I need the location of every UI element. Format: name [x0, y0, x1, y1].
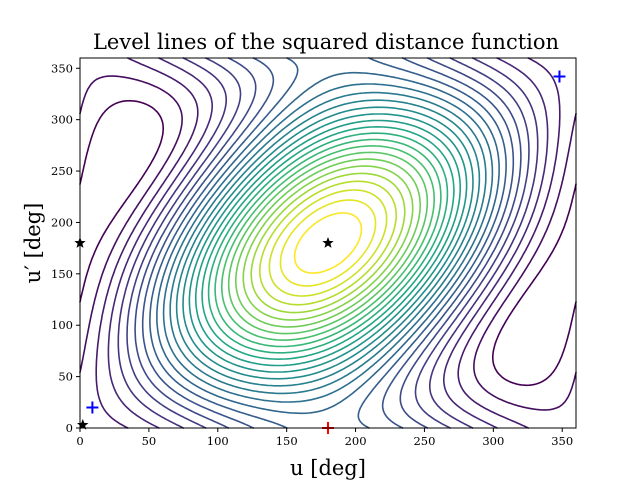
contour-level — [169, 91, 487, 395]
contour-level — [195, 119, 461, 367]
contour-level — [149, 57, 507, 429]
y-tick-label: 250 — [51, 164, 73, 178]
x-tick-label: 300 — [482, 434, 504, 448]
contour-level — [141, 57, 515, 429]
x-tick-label: 250 — [413, 434, 435, 448]
contour-level — [235, 158, 421, 328]
chart-title: Level lines of the squared distance func… — [93, 30, 559, 54]
x-tick-label: 100 — [207, 434, 229, 448]
y-tick-label: 300 — [51, 113, 73, 127]
contour-level — [95, 57, 561, 429]
x-axis-label: u [deg] — [290, 456, 366, 480]
y-tick-label: 350 — [51, 61, 73, 75]
x-tick-label: 350 — [551, 434, 573, 448]
x-tick-label: 0 — [76, 434, 83, 448]
x-tick-label: 50 — [142, 434, 157, 448]
contour-level — [107, 57, 549, 429]
plot-frame — [79, 57, 577, 429]
star-marker — [322, 237, 334, 248]
y-axis-label: u′ [deg] — [21, 203, 45, 284]
contour-level — [207, 132, 449, 354]
contour-level — [221, 145, 435, 341]
contour-level — [79, 99, 577, 387]
star-marker — [77, 418, 89, 430]
x-tick-label: 150 — [276, 434, 298, 448]
contour-level — [162, 83, 494, 403]
contour-level — [117, 57, 539, 429]
contour-level — [250, 172, 406, 314]
y-tick-label: 0 — [66, 421, 73, 435]
contour-level — [259, 180, 397, 306]
contour-level — [227, 151, 429, 335]
contour-level — [242, 165, 414, 321]
contour-level — [293, 212, 363, 274]
contour-level — [126, 57, 530, 429]
contour-level — [201, 126, 455, 360]
x-tick-label: 200 — [345, 434, 367, 448]
contour-level — [79, 75, 577, 411]
y-tick-label: 150 — [51, 267, 73, 281]
contour-level — [156, 71, 500, 415]
x-axis: 0 50 100 150 200 250 300 350 — [76, 428, 573, 448]
plus-marker — [553, 70, 566, 83]
contour-level — [268, 189, 388, 297]
y-axis: 0 50 100 150 200 250 300 350 — [51, 61, 80, 435]
y-tick-label: 200 — [51, 215, 73, 229]
contour-level — [182, 106, 474, 380]
y-tick-label: 100 — [51, 318, 73, 332]
y-tick-label: 50 — [58, 370, 73, 384]
plus-marker — [86, 401, 99, 414]
contour-level — [279, 199, 377, 287]
contour-level — [188, 113, 468, 373]
contour-level — [134, 57, 522, 429]
contour-level — [214, 138, 442, 348]
contour-lines — [79, 57, 577, 429]
contour-level — [175, 99, 481, 387]
